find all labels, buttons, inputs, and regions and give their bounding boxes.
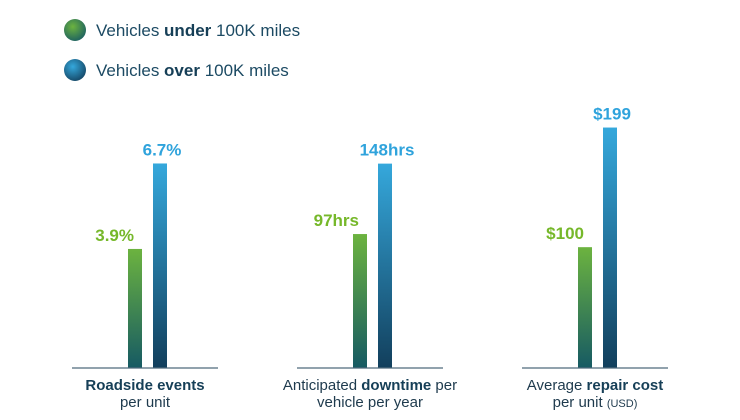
legend-marker-2 xyxy=(64,59,86,81)
legend-label-2: Vehicles over 100K miles xyxy=(96,61,289,80)
category-label-1-line-2: per unit xyxy=(120,394,171,411)
bar-group-2: 97hrs 148hrs Anticipated downtime pervehic… xyxy=(283,141,457,411)
bar-2-2 xyxy=(378,163,392,368)
value-label-2-1: 6.7% xyxy=(143,140,182,159)
bar-1-3 xyxy=(578,247,592,368)
category-label-2-line-2: vehicle per year xyxy=(317,394,423,411)
value-label-1-2: 97hrs xyxy=(314,211,359,230)
bar-2-3 xyxy=(603,127,617,369)
category-label-3-line-1: Average repair cost xyxy=(527,377,663,394)
value-label-1-3: $100 xyxy=(546,224,584,243)
value-label-2-2: 148hrs xyxy=(360,141,415,160)
bar-1-1 xyxy=(128,248,142,368)
category-label-1-line-1: Roadside events xyxy=(85,377,204,394)
bar-1-2 xyxy=(353,234,367,368)
category-label-2-line-1: Anticipated downtime per xyxy=(283,377,457,394)
value-label-1-1: 3.9% xyxy=(95,226,134,245)
category-label-3-line-2: per unit (USD) xyxy=(553,394,638,411)
legend-marker-1 xyxy=(64,19,86,41)
legend-label-1: Vehicles under 100K miles xyxy=(96,21,300,40)
legend: Vehicles under 100K miles Vehicles over 1… xyxy=(64,19,300,81)
value-label-2-3: $199 xyxy=(593,105,631,124)
bar-2-1 xyxy=(153,163,167,368)
